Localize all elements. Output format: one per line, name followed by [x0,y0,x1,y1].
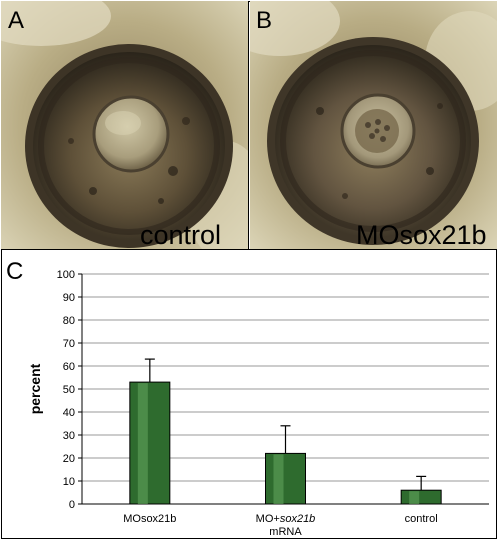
panel-letter-b: B [256,7,273,34]
y-tick-label: 50 [63,384,75,396]
y-tick-label: 100 [57,269,75,281]
panel-a-micrograph: A control [1,1,249,249]
x-tick-label: MO+sox21b [256,513,316,525]
x-tick-label: MOsox21b [123,513,176,525]
y-tick-label: 40 [63,407,75,419]
panel-b-micrograph: B MOsox21b [250,1,497,249]
bar-chart: 0 10 20 30 40 50 60 70 80 90 100 percent MOsox21b MO+… [27,269,489,538]
y-tick-label: 0 [69,499,75,511]
bar-highlight [273,454,284,504]
y-tick-label: 90 [63,292,75,304]
y-tick-label: 30 [63,430,75,442]
control-eye-image [1,1,248,249]
bar [129,381,171,505]
bar [265,452,306,505]
x-tick-label: control [405,513,438,525]
y-tick-label: 20 [63,453,75,465]
bars [129,358,442,505]
bar [400,489,442,505]
y-tick-label: 10 [63,476,75,488]
panel-divider [1,249,497,250]
panel-c-chart: C 0 10 20 30 40 50 60 70 80 90 100 percent MOsox21b M… [0,250,500,541]
panel-letter-a: A [8,7,25,34]
bar-highlight [409,491,420,504]
panel-caption-mosox21b: MOsox21b [356,220,487,249]
y-tick-label: 80 [63,315,75,327]
panel-letter-c: C [6,258,24,285]
bar-highlight [137,383,148,504]
y-tick-label: 60 [63,361,75,373]
y-axis-label: percent [27,363,43,414]
morphant-eye-image [250,1,497,249]
y-tick-label: 70 [63,338,75,350]
axis-labels: 0 10 20 30 40 50 60 70 80 90 100 percent MOsox21b MO+… [27,269,438,538]
x-tick-sublabel: mRNA [269,526,302,538]
panel-caption-control: control [140,220,222,249]
